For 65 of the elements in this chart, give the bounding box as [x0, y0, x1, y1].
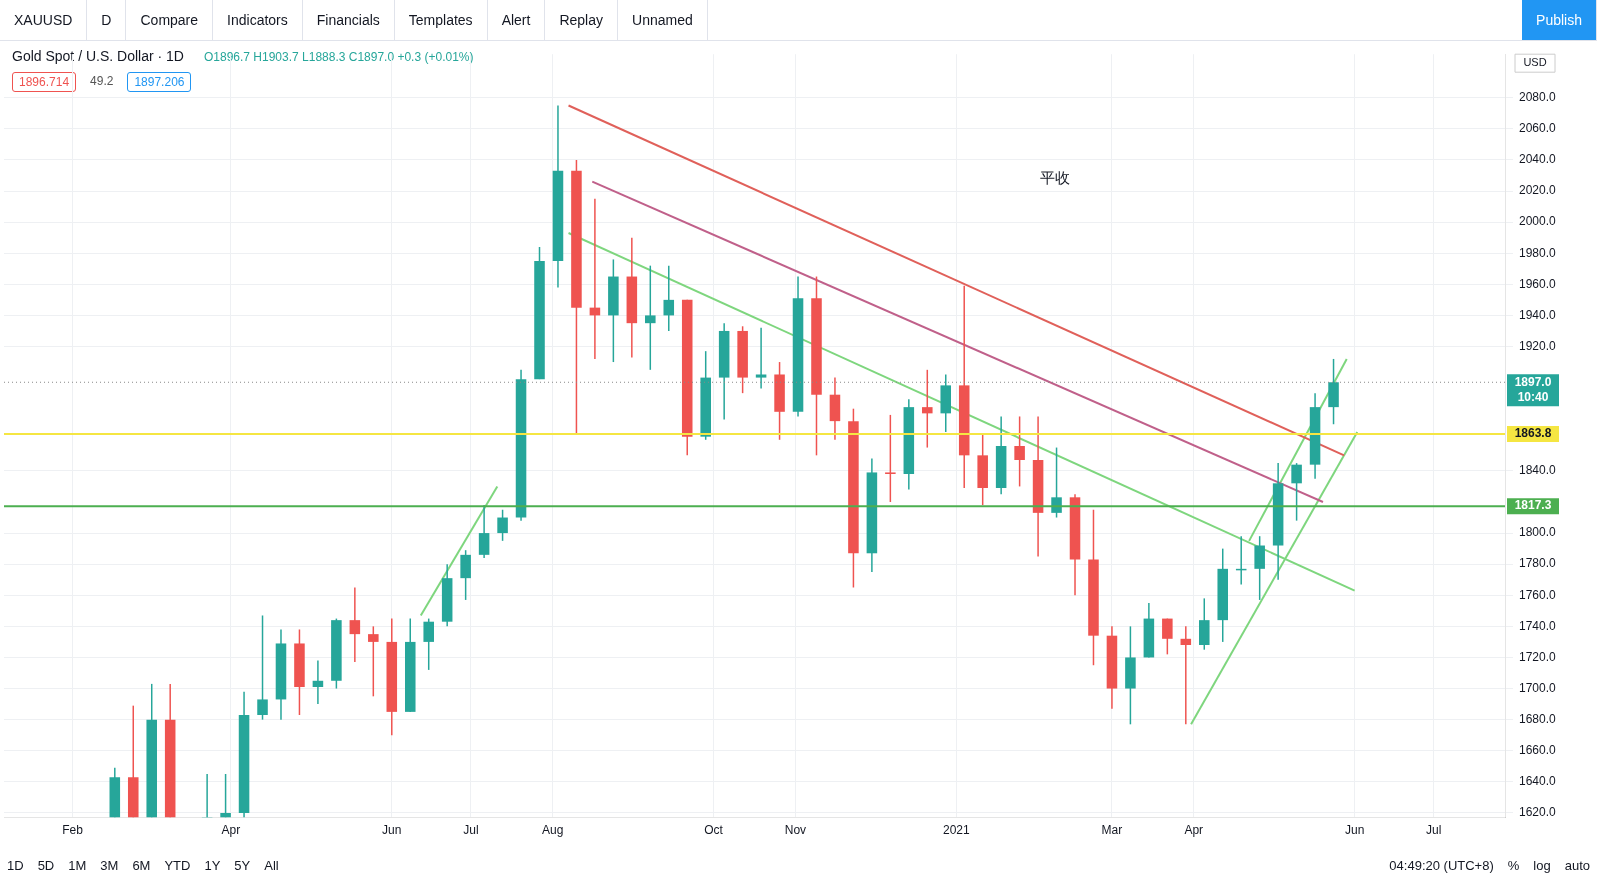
y-tick-label: 2060.0 — [1519, 121, 1557, 136]
x-tick-label: 2021 — [942, 823, 970, 838]
x-tick-label: Jul — [463, 823, 479, 838]
text: auto — [1563, 857, 1591, 873]
text: USD — [1523, 56, 1547, 69]
text: Indicators — [213, 0, 303, 40]
text: Publish — [1522, 0, 1597, 40]
text: Financials — [302, 0, 395, 40]
x-tick-label: Oct — [704, 823, 724, 838]
x-tick-label: Nov — [784, 823, 807, 838]
y-tick-label: 2020.0 — [1519, 183, 1557, 198]
x-tick-label: Apr — [1184, 823, 1204, 838]
text: 1D — [6, 857, 25, 873]
x-tick-label: Aug — [542, 823, 564, 838]
text: Unnamed — [618, 0, 708, 40]
y-tick-label: 1740.0 — [1519, 618, 1557, 633]
y-tick-label: 1680.0 — [1519, 711, 1557, 726]
text: 3M — [99, 857, 120, 873]
text: 10:40 — [1517, 389, 1549, 404]
y-tick-label: 1940.0 — [1519, 307, 1557, 322]
annotation: 49.2 — [89, 73, 115, 90]
y-tick-label: 2080.0 — [1519, 90, 1557, 105]
text: All — [263, 857, 280, 873]
text: 6M — [131, 857, 152, 873]
x-tick-label: Jun — [382, 823, 402, 838]
text: % — [1506, 857, 1521, 873]
x-tick-label: Jun — [1344, 823, 1365, 838]
y-tick-label: 1840.0 — [1519, 463, 1557, 478]
y-tick-label: 1700.0 — [1519, 680, 1557, 695]
y-tick-label: 1920.0 — [1519, 338, 1557, 353]
y-tick-label: 1780.0 — [1519, 556, 1557, 571]
y-tick-label: 1980.0 — [1519, 245, 1557, 260]
y-tick-label: 1760.0 — [1519, 587, 1557, 602]
ref-line-label: 1817.3 — [1514, 498, 1552, 513]
y-tick-label: 1620.0 — [1519, 805, 1557, 820]
text: 5Y — [233, 857, 252, 873]
y-tick-label: 1800.0 — [1519, 525, 1557, 540]
text: Alert — [487, 0, 546, 40]
text: YTD — [163, 857, 192, 873]
annotation: 1896.714 — [12, 72, 77, 92]
annotation: 1897.206 — [127, 72, 192, 92]
y-tick-label: 1640.0 — [1519, 774, 1557, 789]
y-tick-label: 2000.0 — [1519, 214, 1557, 229]
x-tick-label: Feb — [62, 823, 84, 838]
x-tick-label: Mar — [1101, 823, 1123, 838]
text: log — [1532, 857, 1552, 873]
y-tick-label: 1960.0 — [1519, 276, 1557, 291]
text: D — [87, 0, 127, 40]
text: Replay — [545, 0, 619, 40]
ref-line-label: 1897.0 — [1514, 374, 1552, 389]
text: XAUUSD — [0, 0, 88, 40]
y-tick-label: 2040.0 — [1519, 152, 1557, 167]
text: Templates — [394, 0, 488, 40]
y-tick-label: 1720.0 — [1519, 649, 1557, 664]
ref-line-label: 1863.8 — [1514, 426, 1552, 441]
y-tick-label: 1660.0 — [1519, 743, 1557, 758]
x-tick-label: Jul — [1426, 823, 1442, 838]
chart-subtitle: O1896.7 H1903.7 L1888.3 C1897.0 +0.3 (+0.01%) — [203, 49, 474, 66]
text: 1M — [67, 857, 88, 873]
text: 04:49:20 (UTC+8) — [1388, 857, 1495, 873]
x-tick-label: Apr — [221, 823, 241, 838]
annotation: 平收 — [1039, 168, 1070, 188]
text: 1Y — [203, 857, 222, 873]
text: Compare — [126, 0, 214, 40]
text: 5D — [36, 857, 56, 873]
